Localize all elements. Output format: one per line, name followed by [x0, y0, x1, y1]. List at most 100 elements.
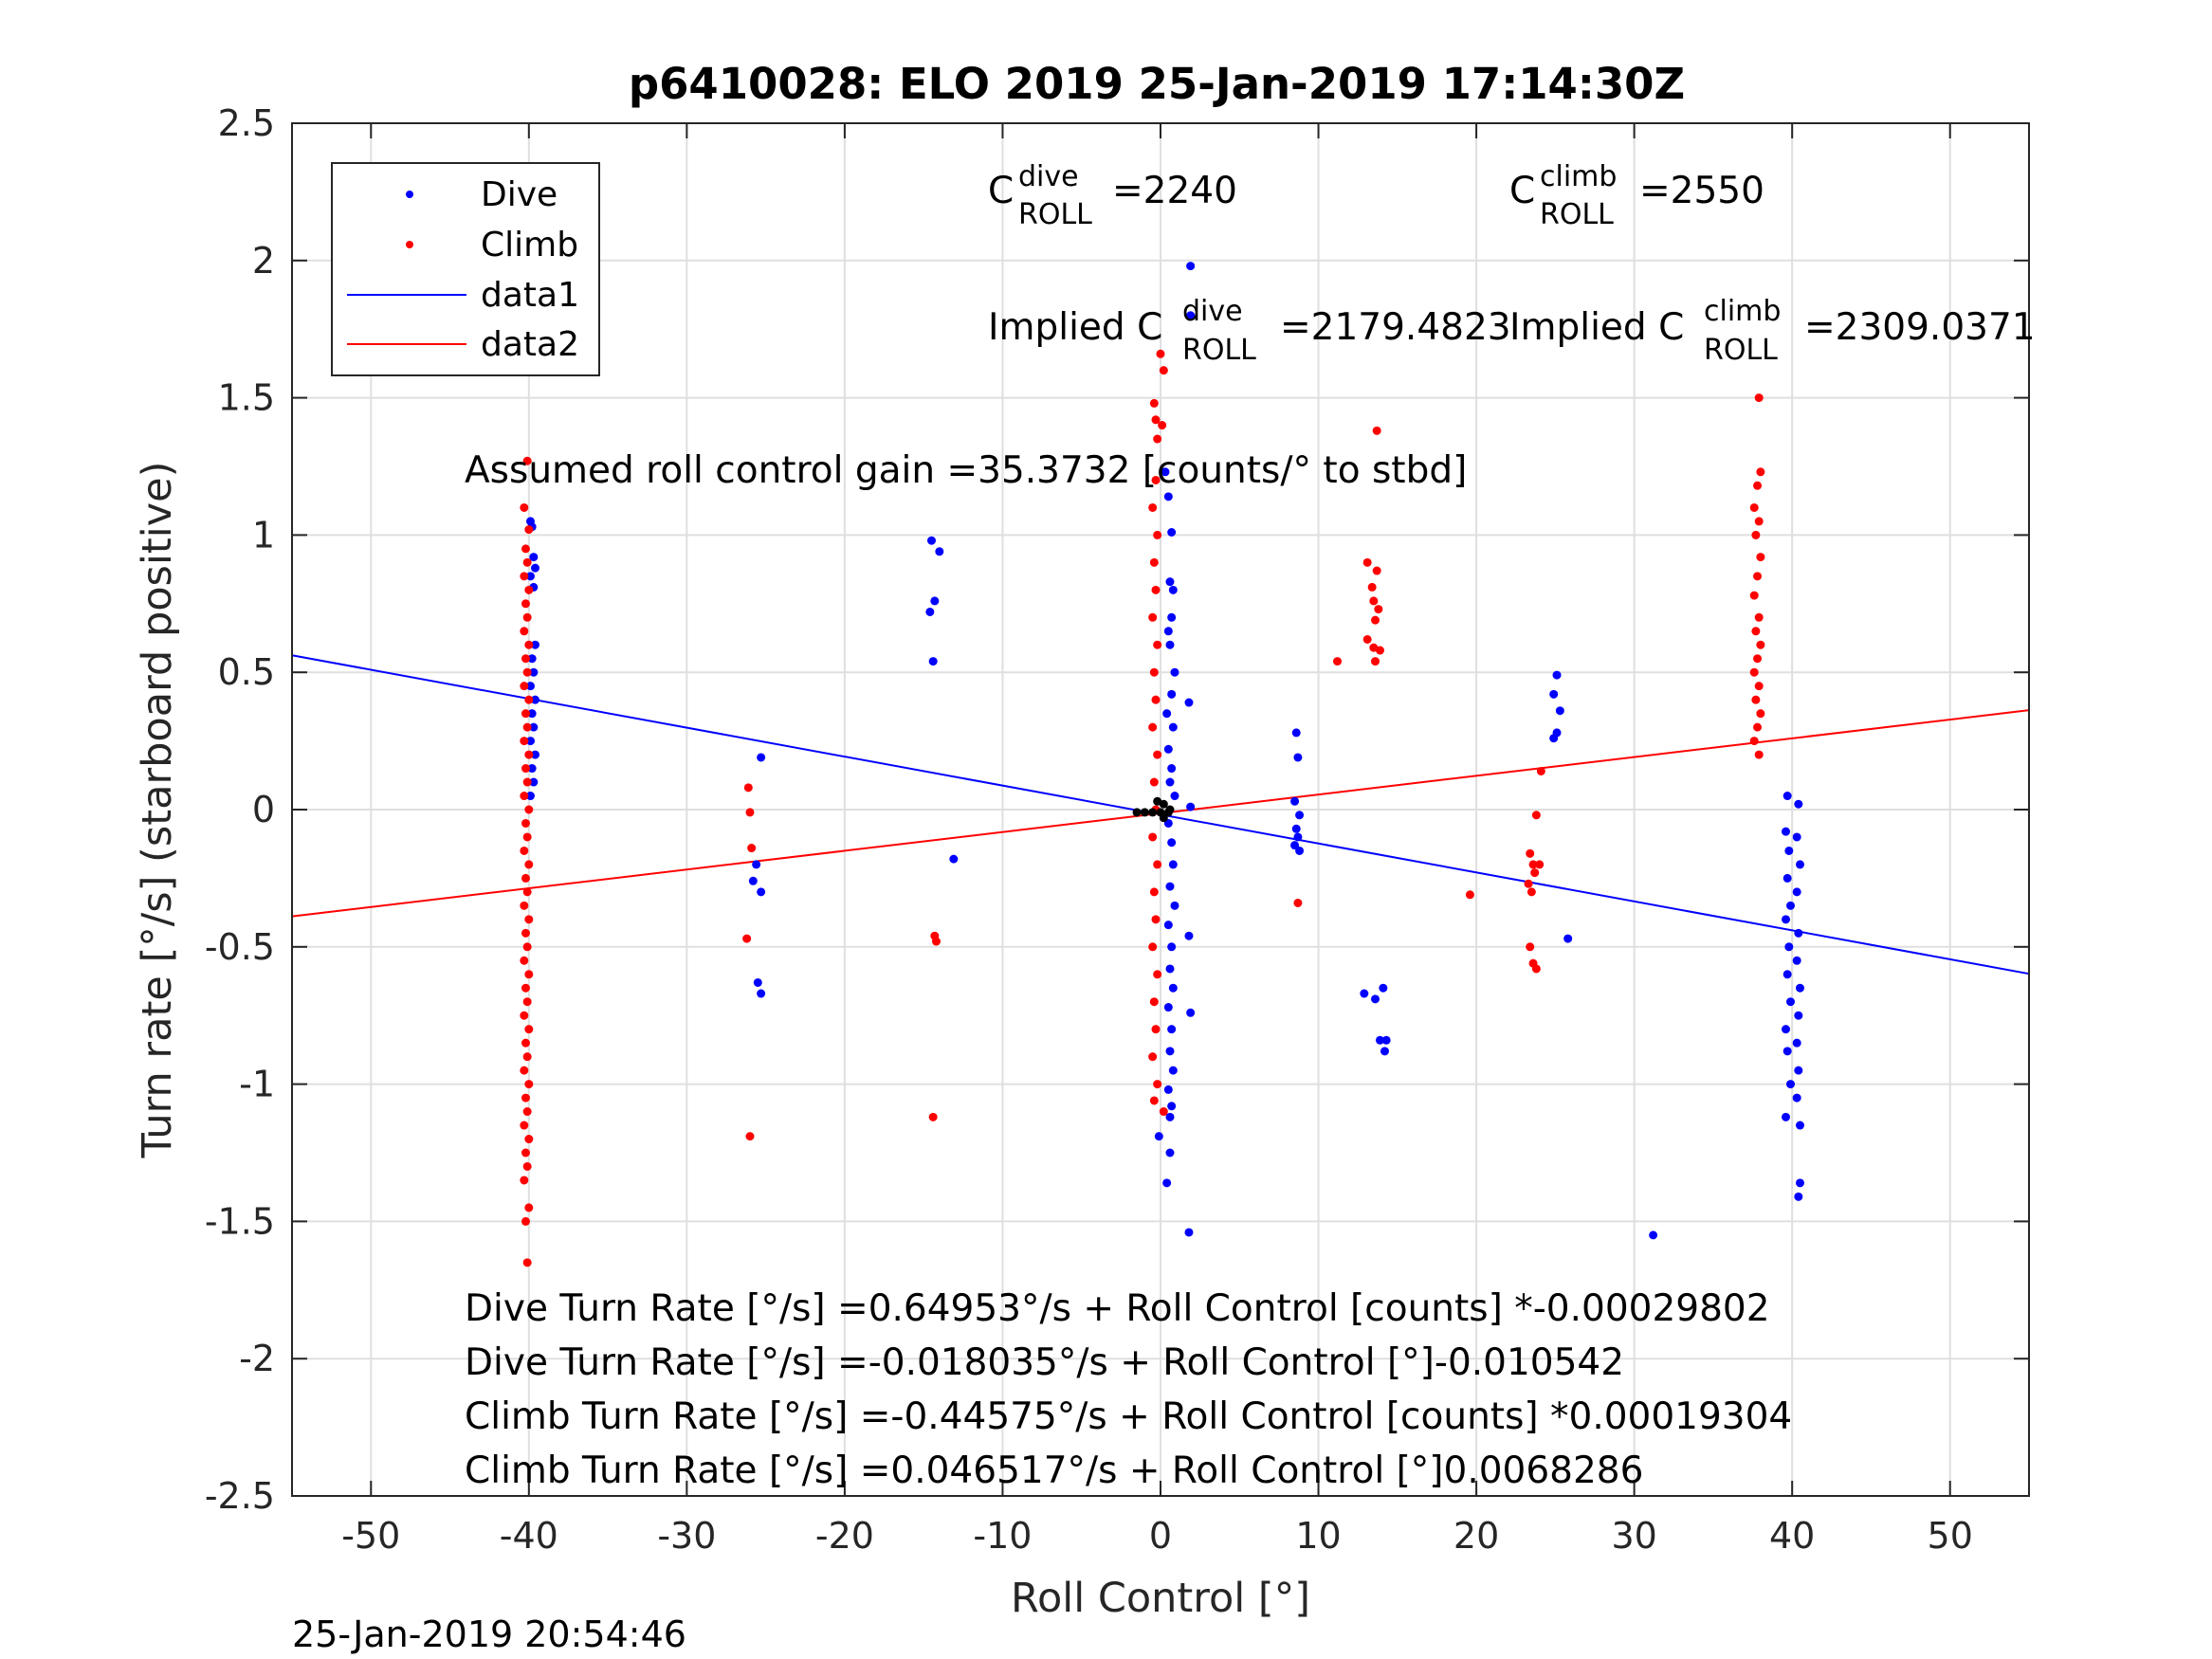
point-dive — [925, 607, 935, 616]
implied-c-dive-value: =2179.4823 — [1280, 306, 1511, 349]
point-climb — [1756, 709, 1765, 719]
implied-c-climb-text: Implied C — [1509, 306, 1684, 349]
y-tick-label: 2.5 — [218, 102, 275, 144]
point-climb — [1749, 502, 1759, 512]
c-dive-value: =2240 — [1112, 170, 1237, 212]
point-dive — [1291, 728, 1301, 738]
point-dive — [1184, 1228, 1194, 1237]
point-dive — [1782, 873, 1792, 883]
c-climb-value: =2550 — [1639, 170, 1764, 212]
point-climb — [1751, 695, 1761, 704]
legend-marker-climb — [406, 241, 413, 248]
point-climb — [1374, 605, 1383, 614]
point-dive — [529, 777, 539, 787]
point-dive — [757, 887, 766, 897]
legend-label-data1: data1 — [481, 276, 579, 315]
point-dive — [1167, 942, 1177, 952]
point-climb — [520, 737, 529, 746]
point-climb — [1749, 737, 1759, 746]
point-climb — [524, 860, 534, 869]
point-climb — [1151, 695, 1161, 704]
point-climb — [1151, 415, 1161, 425]
point-dive — [530, 563, 539, 573]
point-dive — [1168, 860, 1178, 869]
dive-equation-counts: Dive Turn Rate [°/s] =0.64953°/s + Roll … — [465, 1287, 1770, 1330]
point-dive — [1549, 689, 1559, 699]
point-dive — [1786, 997, 1796, 1007]
x-tick-label: 50 — [1928, 1515, 1973, 1557]
dive-equation-degrees: Dive Turn Rate [°/s] =-0.018035°/s + Rol… — [465, 1341, 1624, 1384]
point-dive — [1360, 989, 1369, 998]
point-dive — [1165, 1112, 1175, 1121]
point-dive — [1782, 915, 1791, 924]
point-dive — [1168, 983, 1178, 993]
point-climb — [521, 983, 530, 993]
point-dive — [1162, 1178, 1172, 1188]
c-climb-annotation: C climb ROLL =2550 — [1509, 160, 1764, 231]
point-dive — [1794, 1011, 1803, 1020]
y-tick-label: 0.5 — [218, 651, 275, 693]
x-tick-label: 40 — [1769, 1515, 1815, 1557]
point-climb — [1372, 566, 1381, 575]
y-tick-label: -0.5 — [205, 926, 275, 968]
point-dive — [529, 722, 539, 732]
point-climb — [1526, 848, 1535, 858]
point-climb — [1148, 1052, 1158, 1062]
point-climb — [1526, 887, 1536, 897]
point-climb — [521, 873, 530, 883]
point-dive — [1165, 964, 1175, 974]
point-climb — [1151, 475, 1161, 484]
point-climb — [1754, 517, 1764, 526]
point-climb — [1159, 1107, 1168, 1117]
point-climb — [1158, 421, 1167, 430]
c-climb-superscript: climb — [1540, 160, 1617, 193]
point-dive — [1167, 1102, 1177, 1111]
legend-label-data2: data2 — [481, 325, 579, 364]
point-dive — [1782, 827, 1791, 836]
point-climb — [1159, 366, 1168, 375]
point-climb — [1371, 615, 1380, 625]
point-climb — [1753, 481, 1763, 490]
point-climb — [1148, 942, 1158, 952]
point-climb — [520, 956, 529, 965]
point-dive — [525, 572, 535, 581]
point-climb — [520, 846, 529, 855]
point-dive — [752, 860, 761, 869]
point-dive — [1163, 1085, 1173, 1094]
implied-c-climb-value: =2309.0371 — [1804, 306, 2036, 349]
c-dive-annotation: C dive ROLL =2240 — [988, 160, 1237, 231]
point-dive — [1163, 921, 1173, 930]
point-dive — [1165, 640, 1175, 649]
point-climb — [522, 667, 532, 677]
point-dive — [1293, 832, 1303, 842]
point-climb — [1153, 434, 1162, 444]
point-dive — [1796, 1178, 1805, 1188]
point-dive — [1165, 577, 1175, 587]
point-dive — [1167, 764, 1177, 774]
point-dive — [1563, 934, 1573, 943]
point-climb — [1536, 766, 1545, 775]
point-dive — [1549, 734, 1559, 743]
point-climb — [1149, 777, 1159, 787]
point-dive — [1792, 832, 1801, 842]
point-climb — [932, 937, 941, 946]
implied-c-dive-annotation: Implied C dive ROLL =2179.4823 — [988, 295, 1511, 367]
point-dive — [1291, 824, 1301, 833]
roll-gain-annotation: Assumed roll control gain =35.3732 [coun… — [465, 449, 1467, 492]
data-points — [520, 262, 1805, 1267]
x-tick-label: 0 — [1149, 1515, 1172, 1557]
point-climb — [1293, 898, 1303, 907]
implied-c-climb-superscript: climb — [1704, 295, 1781, 328]
point-dive — [527, 654, 537, 664]
point-climb — [1153, 640, 1162, 649]
y-tick-label: -2.5 — [205, 1475, 275, 1517]
point-dive — [1163, 744, 1173, 754]
point-climb — [1333, 657, 1343, 666]
point-climb — [1751, 530, 1761, 539]
point-dive — [1165, 882, 1175, 891]
point-climb — [1754, 393, 1764, 403]
point-dive — [1792, 1038, 1801, 1048]
point-climb — [524, 1135, 534, 1144]
c-climb-symbol: C — [1509, 170, 1535, 212]
point-climb — [522, 997, 532, 1007]
